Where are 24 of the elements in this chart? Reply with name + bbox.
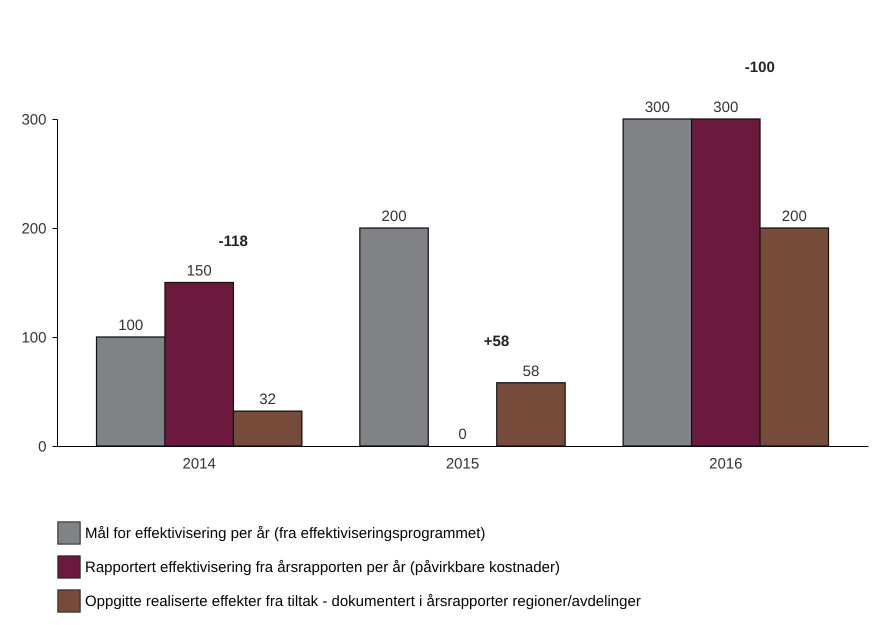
data-label: 150 <box>186 262 212 280</box>
data-label: 200 <box>382 208 407 225</box>
y-tick-label: 0 <box>38 438 46 456</box>
data-label: 300 <box>644 99 670 116</box>
bar <box>359 227 429 447</box>
data-label: 100 <box>118 317 144 334</box>
x-tick-label: 2015 <box>446 456 480 472</box>
data-label: 200 <box>782 208 807 225</box>
legend-label: Rapportert effektivisering fra årsrapporten per år (påvirkbare kostnader) <box>85 559 560 576</box>
data-label: 0 <box>458 426 467 443</box>
x-tick-label: 2016 <box>709 456 742 472</box>
bar <box>496 382 566 447</box>
annotation: +58 <box>484 333 510 350</box>
legend-label: Oppgitte realiserte effekter fra tiltak - dokumentert i årsrapporter regioner/avdelinger <box>85 593 641 610</box>
text: -100 <box>744 59 775 76</box>
legend-label: Mål for effektivisering per år (fra effektiviseringsprogrammet) <box>85 525 486 542</box>
y-tick-label: 300 <box>21 112 46 128</box>
annotation: -118 <box>218 233 248 250</box>
data-label: 300 <box>713 99 738 116</box>
y-tick-label: 100 <box>21 330 46 346</box>
y-tick-label: 200 <box>21 220 46 238</box>
data-label: 32 <box>259 391 276 408</box>
data-label: 58 <box>522 362 540 380</box>
x-tick-label: 2014 <box>182 456 216 472</box>
